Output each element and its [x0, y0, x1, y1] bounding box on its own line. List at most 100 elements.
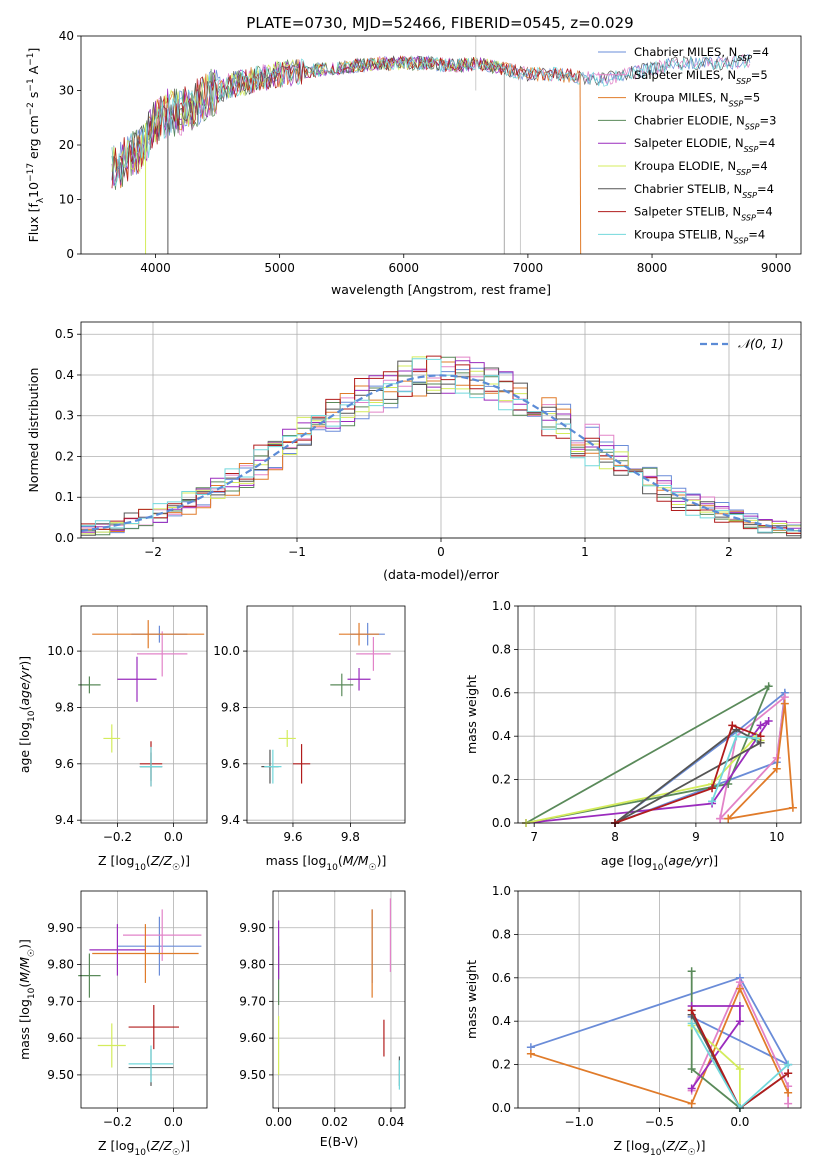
y-tick-label: 40: [59, 29, 74, 43]
x-tick-label: −0.2: [103, 1115, 132, 1129]
spectrum-line: [111, 55, 580, 189]
spectrum-legend: Chabrier MILES, NSSP=4 Salpeter MILES, NS…: [598, 45, 776, 245]
mass-weight-marker: [756, 721, 765, 730]
mass-weight-line: [614, 728, 763, 824]
plot-area: [78, 620, 205, 787]
mass-weight-marker: [728, 721, 737, 730]
mass-weight-marker: [735, 1017, 744, 1026]
x-tick-label: −1: [288, 545, 306, 559]
mass-vs-metallicity-panel: −0.2 0.0 9.50 9.60 9.70 9.80 9.90 Z [log10(Z/Z☉…: [17, 890, 208, 1158]
x-tick-label: −0.2: [103, 830, 132, 844]
age-vs-metallicity-panel: −0.2 0.0 9.4 9.6 9.8 10.0 Z [log10(Z/Z☉)] age […: [17, 605, 208, 873]
y-tick-label: 0.6: [492, 971, 511, 985]
x-axis-label: Z [log10(Z/Z☉)]: [614, 1138, 706, 1158]
grid: [81, 606, 207, 823]
y-axis-label: age [log10(age/yr)]: [17, 656, 37, 773]
y-tick-label: 9.4: [221, 813, 240, 827]
y-tick-label: 0.6: [492, 686, 511, 700]
y-tick-label: 30: [59, 84, 74, 98]
x-axis-label: (data-model)/error: [383, 567, 500, 582]
mass-weight-marker: [526, 1049, 535, 1058]
mass-weight-line: [614, 724, 761, 824]
y-tick-label: 10: [59, 193, 74, 207]
y-tick-label: 9.60: [239, 1031, 266, 1045]
mass-weight-marker: [752, 734, 761, 743]
y-tick-label: 1.0: [492, 884, 511, 898]
y-tick-label: 9.90: [239, 921, 266, 935]
mass-weight-marker: [784, 1099, 793, 1108]
mass-weight-marker: [687, 1084, 696, 1093]
y-tick-label: 9.60: [47, 1031, 74, 1045]
axes: 4000 5000 6000 7000 8000 9000 0 10 20 30 40 wavelen…: [26, 29, 802, 297]
y-tick-label: 9.50: [239, 1068, 266, 1082]
y-tick-label: 9.6: [55, 757, 74, 771]
mass-weight-marker: [708, 784, 717, 793]
y-tick-label: 10.0: [47, 644, 74, 658]
y-tick-label: 9.8: [221, 700, 240, 714]
x-tick-label: 0.0: [164, 830, 183, 844]
y-tick-label: 9.4: [55, 813, 74, 827]
legend-entry: Salpeter ELODIE, NSSP=4: [634, 136, 775, 154]
mass-weight-marker: [780, 699, 789, 708]
mass-weight-marker: [687, 967, 696, 976]
x-axis-label: age [log10(age/yr)]: [601, 853, 718, 873]
x-tick-label: 4000: [140, 261, 171, 275]
x-tick-label: 9.6: [283, 830, 302, 844]
y-tick-label: 1.0: [492, 599, 511, 613]
x-tick-label: 6000: [388, 261, 419, 275]
plot-area: [78, 909, 202, 1086]
plot-area: [261, 622, 391, 784]
y-tick-label: 9.70: [47, 994, 74, 1008]
grid: [247, 606, 405, 823]
residuals-legend: 𝒩(0, 1): [700, 336, 784, 351]
mass-weight-marker: [687, 1006, 696, 1015]
y-tick-label: 0.8: [492, 927, 511, 941]
x-tick-label: 9000: [761, 261, 792, 275]
x-tick-label: 8000: [637, 261, 668, 275]
y-tick-label: 0.8: [492, 642, 511, 656]
mass-weight-marker: [724, 814, 733, 823]
x-tick-label: 0.00: [265, 1115, 292, 1129]
x-axis-label: wavelength [Angstrom, rest frame]: [331, 282, 551, 297]
y-axis-label: mass [log10(M/M☉)]: [17, 939, 37, 1060]
y-tick-label: 0.4: [492, 1014, 511, 1028]
grid: [81, 891, 207, 1108]
spectrum-line: [111, 55, 504, 190]
legend-entry: Kroupa STELIB, NSSP=4: [634, 227, 765, 245]
legend-entry: Salpeter STELIB, NSSP=4: [634, 205, 773, 223]
y-axis-label: mass weight: [464, 960, 479, 1039]
x-tick-label: −0.5: [645, 1115, 674, 1129]
y-tick-label: 9.80: [47, 958, 74, 972]
mass-weight-marker: [772, 753, 781, 762]
y-tick-label: 9.90: [47, 921, 74, 935]
y-tick-label: 9.50: [47, 1068, 74, 1082]
y-tick-label: 0: [66, 247, 74, 261]
y-tick-label: 0.0: [492, 1101, 511, 1115]
y-tick-label: 0.2: [492, 773, 511, 787]
mass-weight-vs-age-panel: 7 8 9 10 0.0 0.2 0.4 0.6 0.8 1.0 age [log10(age/yr…: [464, 599, 802, 873]
axes: 9.6 9.8 9.4 9.6 9.8 10.0 mass [log10(M/M☉)]: [213, 605, 406, 873]
legend-entry: Kroupa ELODIE, NSSP=4: [634, 159, 768, 177]
plot-area: [80, 355, 802, 537]
y-tick-label: 9.80: [239, 958, 266, 972]
y-tick-label: 9.70: [239, 994, 266, 1008]
y-axis-label: Normed distribution: [26, 368, 41, 493]
y-tick-label: 10.0: [213, 644, 240, 658]
axes-frame: [517, 890, 802, 1109]
age-vs-mass-panel: 9.6 9.8 9.4 9.6 9.8 10.0 mass [log10(M/M☉)]: [213, 605, 406, 873]
x-axis-label: Z [log10(Z/Z☉)]: [98, 853, 190, 873]
x-tick-label: 5000: [264, 261, 295, 275]
mass-weight-marker: [764, 682, 773, 691]
mass-weight-marker: [772, 764, 781, 773]
mass-weight-marker: [687, 1064, 696, 1073]
x-tick-label: 8: [611, 830, 619, 844]
mass-weight-marker: [784, 1060, 793, 1069]
y-tick-label: 0.2: [55, 449, 74, 463]
spectrum-panel: 4000 5000 6000 7000 8000 9000 0 10 20 30 40 wavelen…: [26, 29, 802, 297]
y-tick-label: 0.3: [55, 409, 74, 423]
grid: [518, 890, 801, 1109]
mass-weight-marker: [784, 1088, 793, 1097]
axes-frame: [272, 890, 406, 1109]
legend-entry: Chabrier ELODIE, NSSP=3: [634, 113, 776, 130]
